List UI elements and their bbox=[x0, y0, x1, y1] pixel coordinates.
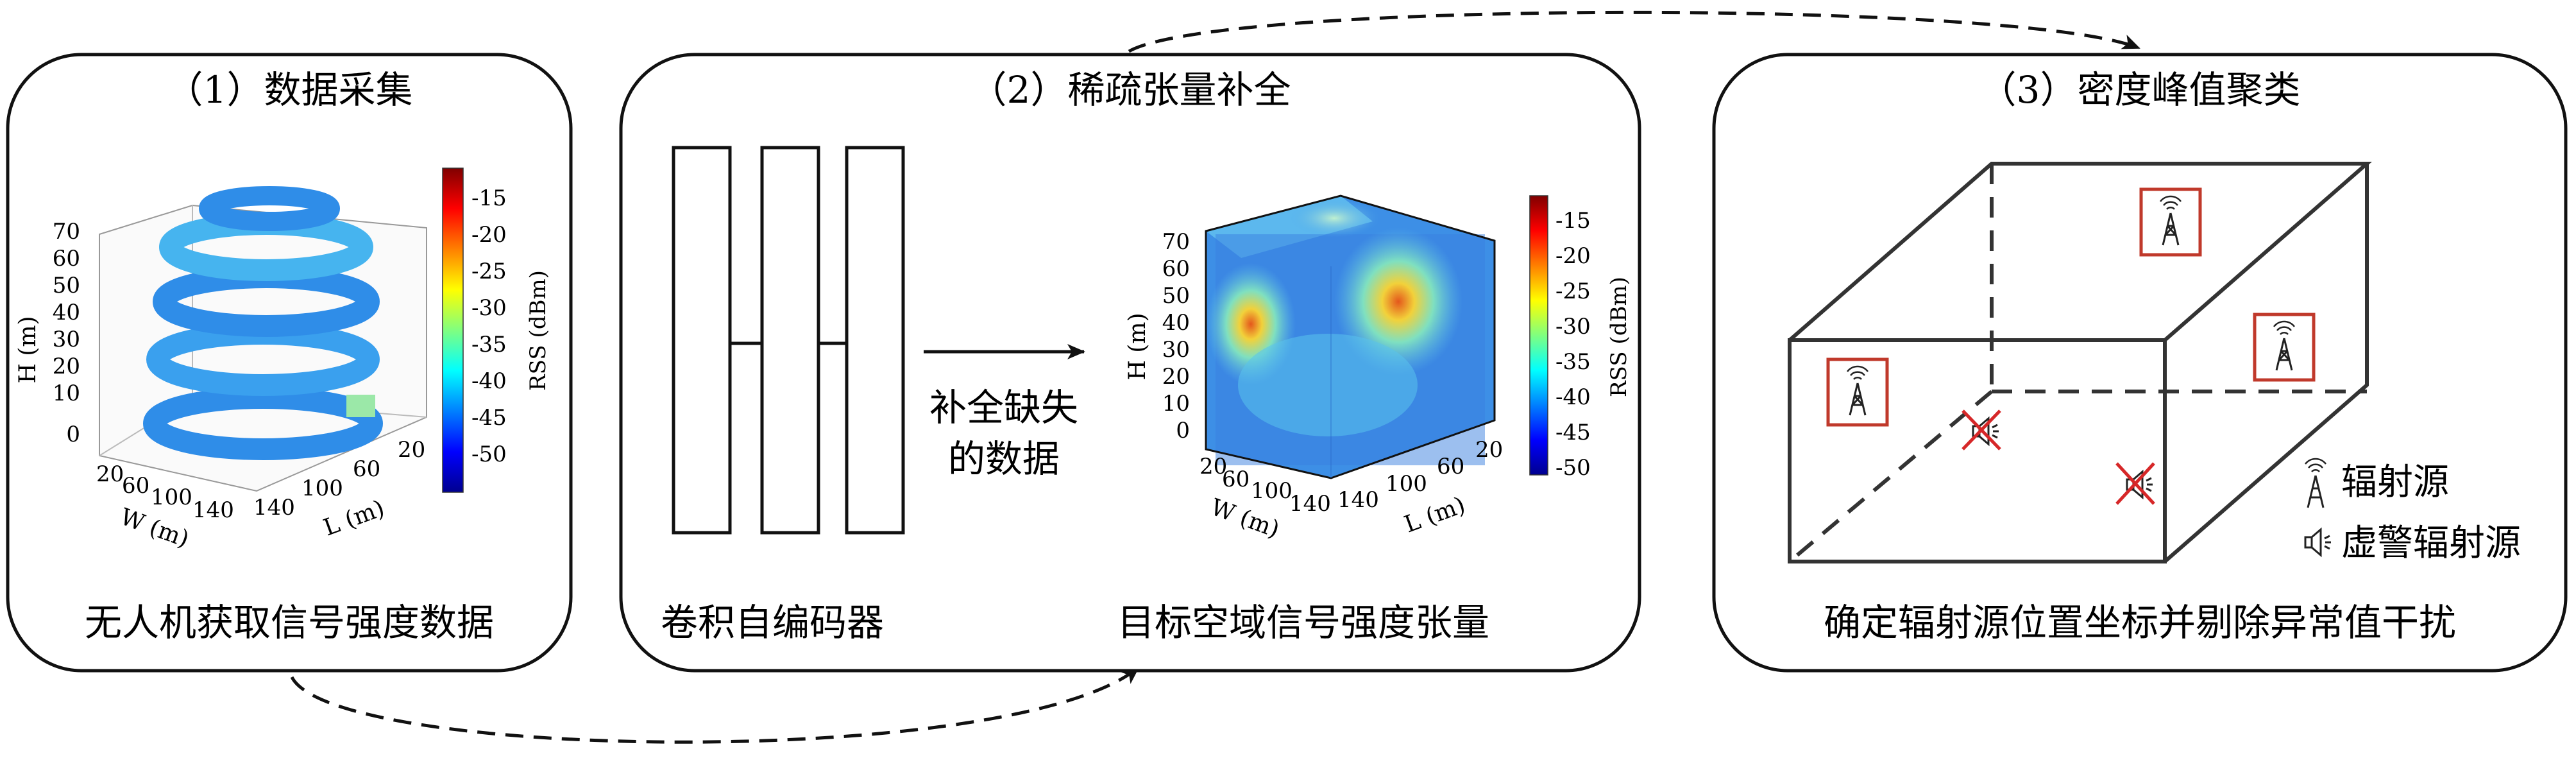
legend-label-false-emitter: 虚警辐射源 bbox=[2341, 522, 2521, 564]
tick-z: 10 bbox=[53, 381, 80, 406]
tick-w: 20 bbox=[96, 461, 124, 487]
legend-label-emitter: 辐射源 bbox=[2341, 461, 2449, 503]
target-airspace-box bbox=[1788, 162, 2372, 563]
tick-l: 60 bbox=[1437, 454, 1464, 479]
radio-tower-icon bbox=[1847, 365, 1868, 416]
tick-z: 10 bbox=[1162, 391, 1190, 417]
radio-tower-icon bbox=[2273, 320, 2295, 371]
colorbar-tick: -15 bbox=[1555, 208, 1591, 234]
tick-w: 100 bbox=[151, 485, 192, 510]
legend: 辐射源 虚警辐射源 bbox=[2304, 458, 2521, 564]
tick-w: 140 bbox=[192, 497, 234, 523]
uav-rss-3d-plot: 70 60 50 40 30 20 10 0 H (m) 20 60 100 1… bbox=[15, 168, 551, 553]
tick-l: 100 bbox=[301, 476, 343, 501]
conv-autoencoder-diagram bbox=[672, 146, 905, 535]
tick-z: 70 bbox=[53, 219, 80, 245]
panel-3-frame bbox=[1712, 53, 2568, 673]
emitter-box bbox=[2139, 187, 2202, 257]
colorbar-tick: -50 bbox=[471, 442, 507, 467]
panel-tensor-completion: （2）稀疏张量补全 卷积自编码器 补全缺失 的数据 70 60 bbox=[619, 53, 1641, 673]
colorbar-tick: -25 bbox=[1555, 279, 1591, 304]
colorbar-tick: -35 bbox=[1555, 349, 1591, 375]
false-alarm-emitter bbox=[2115, 462, 2155, 505]
tick-z: 20 bbox=[53, 354, 80, 379]
panel-density-peak-clustering: （3）密度峰值聚类 bbox=[1712, 53, 2568, 673]
colorbar-tick: -20 bbox=[1555, 243, 1591, 269]
tick-l: 20 bbox=[398, 437, 425, 463]
tick-z: 70 bbox=[1162, 229, 1190, 255]
tick-l: 140 bbox=[253, 495, 295, 520]
encoder-layer bbox=[672, 146, 732, 535]
uav-trajectory-spiral bbox=[143, 186, 383, 460]
tick-z: 40 bbox=[1162, 310, 1190, 336]
tick-z: 30 bbox=[1162, 337, 1190, 363]
colorbar-tick: -40 bbox=[1555, 384, 1591, 410]
false-alarm-emitter bbox=[1962, 409, 2001, 451]
emitter-box bbox=[2253, 313, 2316, 382]
tick-z: 40 bbox=[53, 300, 80, 325]
tick-l: 20 bbox=[1475, 437, 1503, 463]
colorbar-label: RSS (dBm) bbox=[525, 270, 551, 391]
colorbar bbox=[1529, 195, 1548, 476]
panel-3-caption: 确定辐射源位置坐标并剔除异常值干扰 bbox=[1824, 601, 2456, 644]
latent-layer bbox=[760, 146, 820, 535]
tick-w: 60 bbox=[1222, 467, 1250, 492]
tick-w: 60 bbox=[122, 473, 149, 499]
decoder-layer bbox=[845, 146, 905, 535]
colorbar-tick: -30 bbox=[1555, 314, 1591, 340]
panel-3-title: （3）密度峰值聚类 bbox=[1979, 68, 2301, 112]
dashed-arrow-2-to-3 bbox=[1128, 10, 2140, 53]
colorbar-tick: -35 bbox=[471, 332, 507, 357]
panel-2-title: （2）稀疏张量补全 bbox=[970, 68, 1291, 112]
colorbar-tick: -15 bbox=[471, 185, 507, 211]
z-axis-label: H (m) bbox=[15, 316, 41, 383]
tick-z: 50 bbox=[53, 273, 80, 298]
tick-l: 60 bbox=[353, 456, 380, 482]
tick-z: 0 bbox=[66, 422, 80, 447]
completed-tensor-3d-plot: 70 60 50 40 30 20 10 0 H (m) 20 60 100 1… bbox=[1124, 194, 1632, 543]
tick-l: 100 bbox=[1385, 471, 1427, 497]
panel-1-caption: 无人机获取信号强度数据 bbox=[85, 601, 494, 644]
tick-w: 20 bbox=[1199, 454, 1227, 479]
speaker-icon bbox=[2304, 527, 2331, 558]
radio-tower-icon bbox=[2305, 458, 2326, 508]
colorbar-label: RSS (dBm) bbox=[1606, 277, 1632, 397]
z-axis-label: H (m) bbox=[1124, 313, 1151, 380]
tick-z: 60 bbox=[1162, 256, 1190, 282]
tick-l: 140 bbox=[1337, 487, 1379, 513]
colorbar-tick: -45 bbox=[1555, 420, 1591, 445]
colorbar-tick: -40 bbox=[471, 368, 507, 394]
panel-1-title: （1）数据采集 bbox=[166, 68, 413, 112]
radio-tower-icon bbox=[2160, 195, 2182, 246]
tick-z: 50 bbox=[1162, 283, 1190, 309]
completion-label-line2: 的数据 bbox=[948, 437, 1060, 481]
colorbar-tick: -20 bbox=[471, 222, 507, 248]
tensor-caption: 目标空域信号强度张量 bbox=[1117, 601, 1489, 644]
colorbar-tick: -30 bbox=[471, 295, 507, 321]
dashed-arrow-1-to-2 bbox=[290, 666, 1140, 744]
panel-data-collection: （1）数据采集 无人机获取信号强度数据 70 60 50 40 30 20 bbox=[6, 53, 573, 673]
tick-w: 140 bbox=[1289, 491, 1331, 517]
autoencoder-caption: 卷积自编码器 bbox=[661, 601, 884, 644]
emitter-box bbox=[1826, 357, 1889, 427]
colorbar-tick: -50 bbox=[1555, 455, 1591, 481]
tick-z: 60 bbox=[53, 246, 80, 271]
colorbar bbox=[442, 168, 464, 493]
tick-z: 0 bbox=[1176, 418, 1190, 443]
colorbar-tick: -25 bbox=[471, 259, 507, 284]
tick-w: 100 bbox=[1251, 478, 1292, 504]
tick-z: 20 bbox=[1162, 364, 1190, 390]
completion-label-line1: 补全缺失 bbox=[929, 386, 1078, 429]
colorbar-tick: -45 bbox=[471, 405, 507, 431]
tick-z: 30 bbox=[53, 327, 80, 352]
